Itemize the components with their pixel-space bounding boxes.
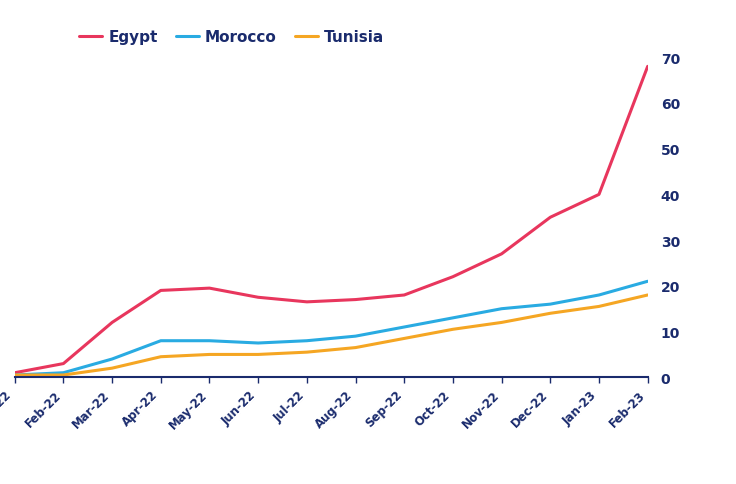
- Egypt: [302, 299, 311, 305]
- Tunisia: [546, 311, 555, 317]
- Tunisia: [498, 320, 506, 326]
- Morocco: [156, 338, 165, 344]
- Egypt: [498, 251, 506, 257]
- Egypt: [400, 292, 408, 298]
- Morocco: [254, 340, 263, 346]
- Egypt: [351, 297, 360, 303]
- Tunisia: [643, 292, 652, 298]
- Egypt: [254, 295, 263, 301]
- Morocco: [10, 372, 19, 378]
- Tunisia: [205, 352, 214, 358]
- Egypt: [156, 288, 165, 294]
- Egypt: [595, 192, 604, 198]
- Tunisia: [59, 372, 68, 378]
- Morocco: [498, 306, 506, 312]
- Egypt: [643, 64, 652, 70]
- Morocco: [595, 292, 604, 298]
- Egypt: [107, 320, 116, 326]
- Morocco: [302, 338, 311, 344]
- Tunisia: [448, 327, 457, 333]
- Line: Morocco: Morocco: [15, 282, 648, 375]
- Morocco: [400, 324, 408, 330]
- Morocco: [107, 356, 116, 362]
- Legend: Egypt, Morocco, Tunisia: Egypt, Morocco, Tunisia: [73, 24, 390, 51]
- Tunisia: [254, 352, 263, 358]
- Tunisia: [595, 304, 604, 310]
- Morocco: [546, 302, 555, 307]
- Morocco: [205, 338, 214, 344]
- Morocco: [643, 279, 652, 285]
- Egypt: [10, 370, 19, 376]
- Tunisia: [10, 372, 19, 378]
- Tunisia: [302, 349, 311, 355]
- Egypt: [59, 361, 68, 367]
- Tunisia: [156, 354, 165, 360]
- Morocco: [59, 370, 68, 376]
- Egypt: [448, 274, 457, 280]
- Tunisia: [107, 365, 116, 371]
- Egypt: [546, 215, 555, 221]
- Morocco: [351, 333, 360, 339]
- Tunisia: [351, 345, 360, 351]
- Line: Egypt: Egypt: [15, 67, 648, 373]
- Line: Tunisia: Tunisia: [15, 295, 648, 375]
- Egypt: [205, 286, 214, 291]
- Tunisia: [400, 336, 408, 342]
- Morocco: [448, 315, 457, 321]
